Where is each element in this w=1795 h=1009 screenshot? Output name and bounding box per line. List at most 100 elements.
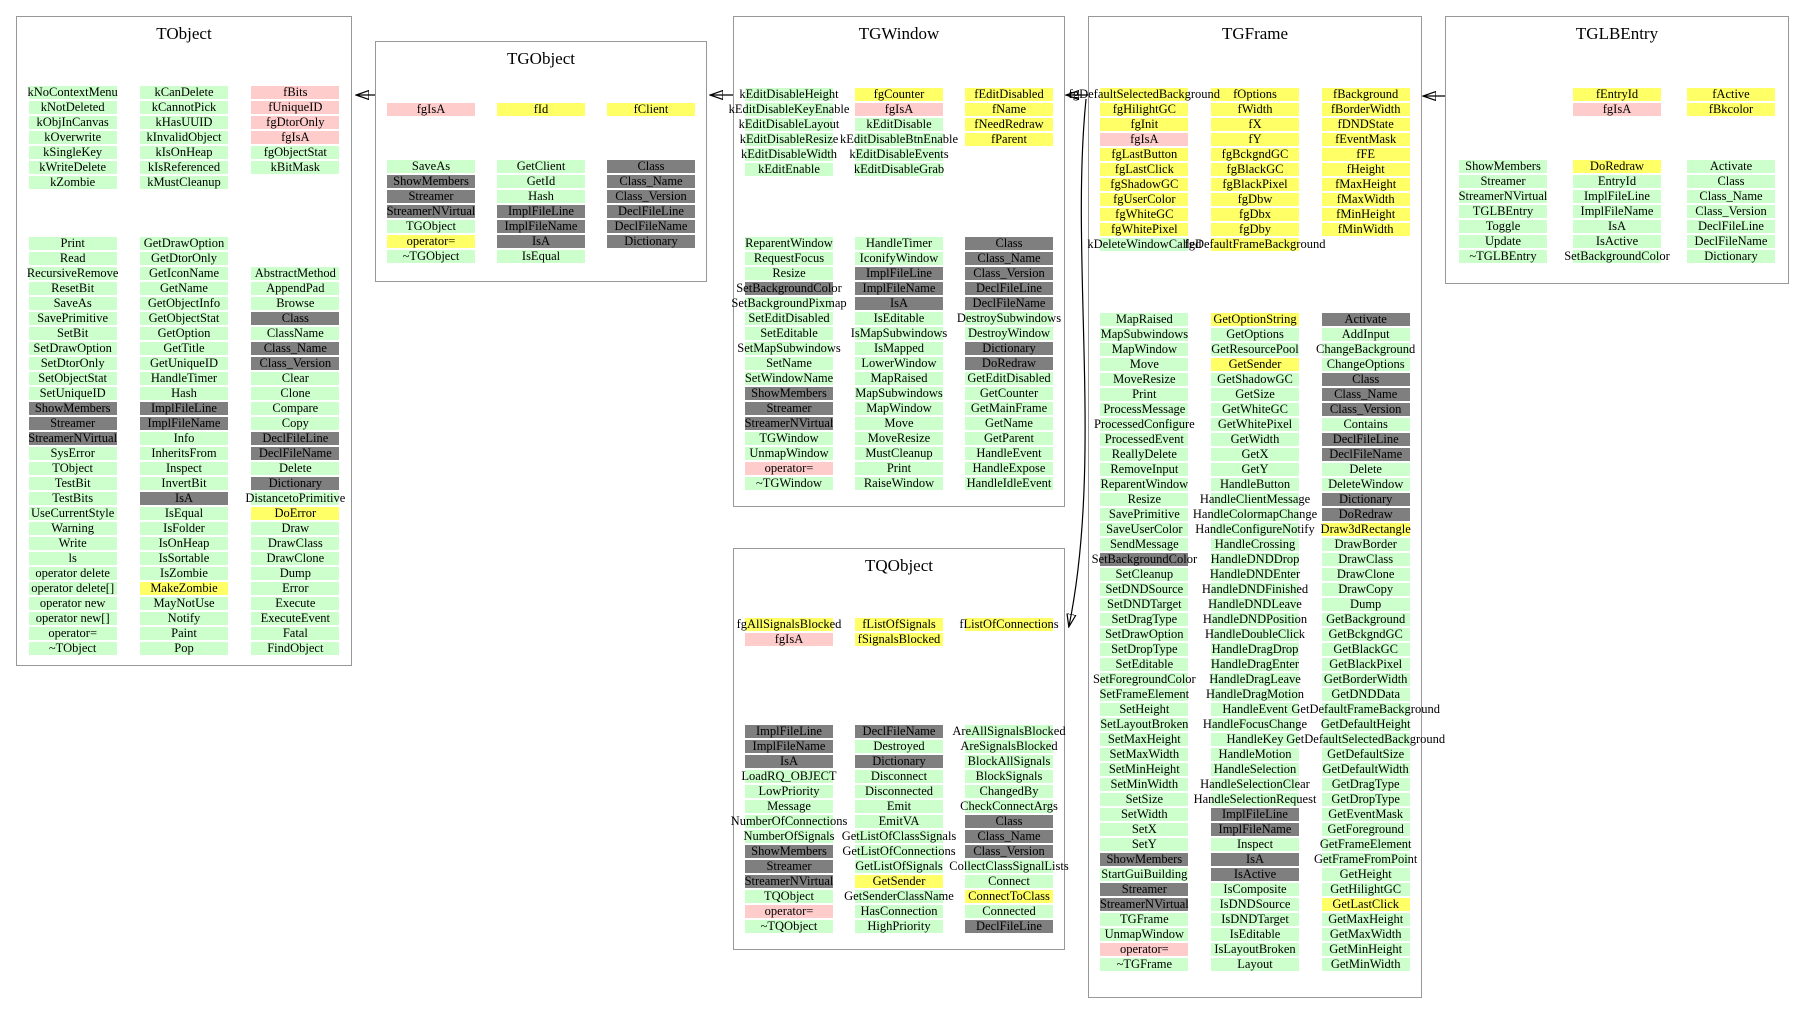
method-cell[interactable]: GetHeight (1310, 867, 1421, 882)
method-cell[interactable]: SaveUserColor (1089, 522, 1200, 537)
method-cell[interactable]: SetDrawOption (1089, 627, 1200, 642)
method-cell[interactable]: HandleTimer (128, 371, 239, 386)
method-cell[interactable]: GetEventMask (1310, 807, 1421, 822)
field-cell[interactable]: fMaxWidth (1310, 192, 1421, 207)
field-cell[interactable]: kCannotPick (128, 100, 239, 115)
method-cell[interactable]: DoRedraw (954, 356, 1064, 371)
field-cell[interactable]: fgLastClick (1089, 162, 1200, 177)
method-cell[interactable]: IsOnHeap (128, 536, 239, 551)
method-cell[interactable]: Class (240, 311, 351, 326)
method-cell[interactable]: ShowMembers (734, 386, 844, 401)
method-cell[interactable]: GetMinWidth (1310, 957, 1421, 972)
method-cell[interactable]: HandleSelectionRequest (1194, 792, 1316, 807)
method-cell[interactable]: IsA (844, 296, 954, 311)
method-cell[interactable]: GetOption (128, 326, 239, 341)
method-cell[interactable]: StreamerNVirtual (376, 204, 486, 219)
method-cell[interactable]: GetDtorOnly (128, 251, 239, 266)
method-cell[interactable]: DeclFileName (844, 724, 954, 739)
method-cell[interactable]: Move (1089, 357, 1200, 372)
method-cell[interactable]: Pop (128, 641, 239, 656)
method-cell[interactable]: StreamerNVirtual (734, 874, 844, 889)
method-cell[interactable]: Write (17, 536, 128, 551)
field-cell[interactable]: kDeleteWindowCalled (1087, 237, 1201, 252)
method-cell[interactable]: SetFrameElement (1089, 687, 1200, 702)
method-cell[interactable]: LowerWindow (844, 356, 954, 371)
method-cell[interactable]: Dump (1310, 597, 1421, 612)
method-cell[interactable]: DeclFileLine (240, 431, 351, 446)
method-cell[interactable]: GetMinHeight (1310, 942, 1421, 957)
method-cell[interactable]: DeclFileName (1674, 234, 1788, 249)
method-cell[interactable]: Emit (844, 799, 954, 814)
field-cell[interactable]: fgShadowGC (1089, 177, 1200, 192)
method-cell[interactable]: ImplFileLine (486, 204, 596, 219)
class-title-tqobject[interactable]: TQObject (865, 556, 933, 575)
method-cell[interactable]: DeclFileLine (954, 919, 1064, 934)
method-cell[interactable]: Paint (128, 626, 239, 641)
method-cell[interactable]: GetDefaultHeight (1310, 717, 1421, 732)
method-cell[interactable]: GetOptions (1200, 327, 1311, 342)
field-cell[interactable]: fActive (1674, 87, 1788, 102)
method-cell[interactable]: SetHeight (1089, 702, 1200, 717)
method-cell[interactable]: GetY (1200, 462, 1311, 477)
method-cell[interactable]: SetEditable (734, 326, 844, 341)
method-cell[interactable]: DoRedraw (1310, 507, 1421, 522)
method-cell[interactable]: SetDropType (1089, 642, 1200, 657)
method-cell[interactable]: operator new (17, 596, 128, 611)
method-cell[interactable]: DrawClass (240, 536, 351, 551)
method-cell[interactable]: SaveAs (376, 159, 486, 174)
field-cell[interactable]: fOptions (1200, 87, 1311, 102)
method-cell[interactable]: Contains (1310, 417, 1421, 432)
method-cell[interactable]: SetY (1089, 837, 1200, 852)
method-cell[interactable]: Disconnected (844, 784, 954, 799)
method-cell[interactable]: TestBit (17, 476, 128, 491)
method-cell[interactable]: ShowMembers (734, 844, 844, 859)
field-cell[interactable]: kIsOnHeap (128, 145, 239, 160)
field-cell[interactable]: kEditDisableResize (734, 132, 844, 147)
method-cell[interactable]: AbstractMethod (240, 266, 351, 281)
field-cell[interactable]: fgUserColor (1089, 192, 1200, 207)
method-cell[interactable]: ReparentWindow (1089, 477, 1200, 492)
method-cell[interactable]: GetFrameFromPoint (1310, 852, 1421, 867)
method-cell[interactable]: Class_Version (1674, 204, 1788, 219)
method-cell[interactable]: GetClient (486, 159, 596, 174)
method-cell[interactable]: DeleteWindow (1310, 477, 1421, 492)
method-cell[interactable]: operator delete (17, 566, 128, 581)
method-cell[interactable]: IsA (1200, 852, 1311, 867)
method-cell[interactable]: MoveResize (1089, 372, 1200, 387)
method-cell[interactable]: Class_Version (1310, 402, 1421, 417)
method-cell[interactable]: SetWidth (1089, 807, 1200, 822)
method-cell[interactable]: SetMaxWidth (1089, 747, 1200, 762)
method-cell[interactable]: ImplFileName (844, 281, 954, 296)
method-cell[interactable]: IsActive (1200, 867, 1311, 882)
method-cell[interactable]: SetX (1089, 822, 1200, 837)
method-cell[interactable]: ReparentWindow (734, 236, 844, 251)
method-cell[interactable]: GetBlackPixel (1310, 657, 1421, 672)
field-cell[interactable]: fgBckgndGC (1200, 147, 1311, 162)
method-cell[interactable]: ShowMembers (376, 174, 486, 189)
method-cell[interactable]: AppendPad (240, 281, 351, 296)
field-cell[interactable]: fBackground (1310, 87, 1421, 102)
method-cell[interactable]: ~TGFrame (1089, 957, 1200, 972)
method-cell[interactable]: GetSize (1200, 387, 1311, 402)
method-cell[interactable]: RequestFocus (734, 251, 844, 266)
method-cell[interactable]: GetBlackGC (1310, 642, 1421, 657)
method-cell[interactable]: ProcessedEvent (1089, 432, 1200, 447)
method-cell[interactable]: Class (954, 236, 1064, 251)
method-cell[interactable]: HandleDoubleClick (1200, 627, 1311, 642)
method-cell[interactable]: Warning (17, 521, 128, 536)
method-cell[interactable]: Compare (240, 401, 351, 416)
method-cell[interactable]: HandleConfigureNotify (1195, 522, 1315, 537)
field-cell[interactable]: fListOfConnections (954, 617, 1064, 632)
method-cell[interactable]: DestroyWindow (954, 326, 1064, 341)
method-cell[interactable]: IsMapped (844, 341, 954, 356)
method-cell[interactable]: TestBits (17, 491, 128, 506)
field-cell[interactable]: fParent (954, 132, 1064, 147)
method-cell[interactable]: GetLastClick (1310, 897, 1421, 912)
method-cell[interactable]: Clear (240, 371, 351, 386)
method-cell[interactable]: LoadRQ_OBJECT (734, 769, 844, 784)
field-cell[interactable]: fgDby (1200, 222, 1311, 237)
method-cell[interactable]: Info (128, 431, 239, 446)
method-cell[interactable]: MustCleanup (844, 446, 954, 461)
method-cell[interactable]: GetListOfSignals (844, 859, 954, 874)
method-cell[interactable]: SetBackgroundColor (734, 281, 844, 296)
